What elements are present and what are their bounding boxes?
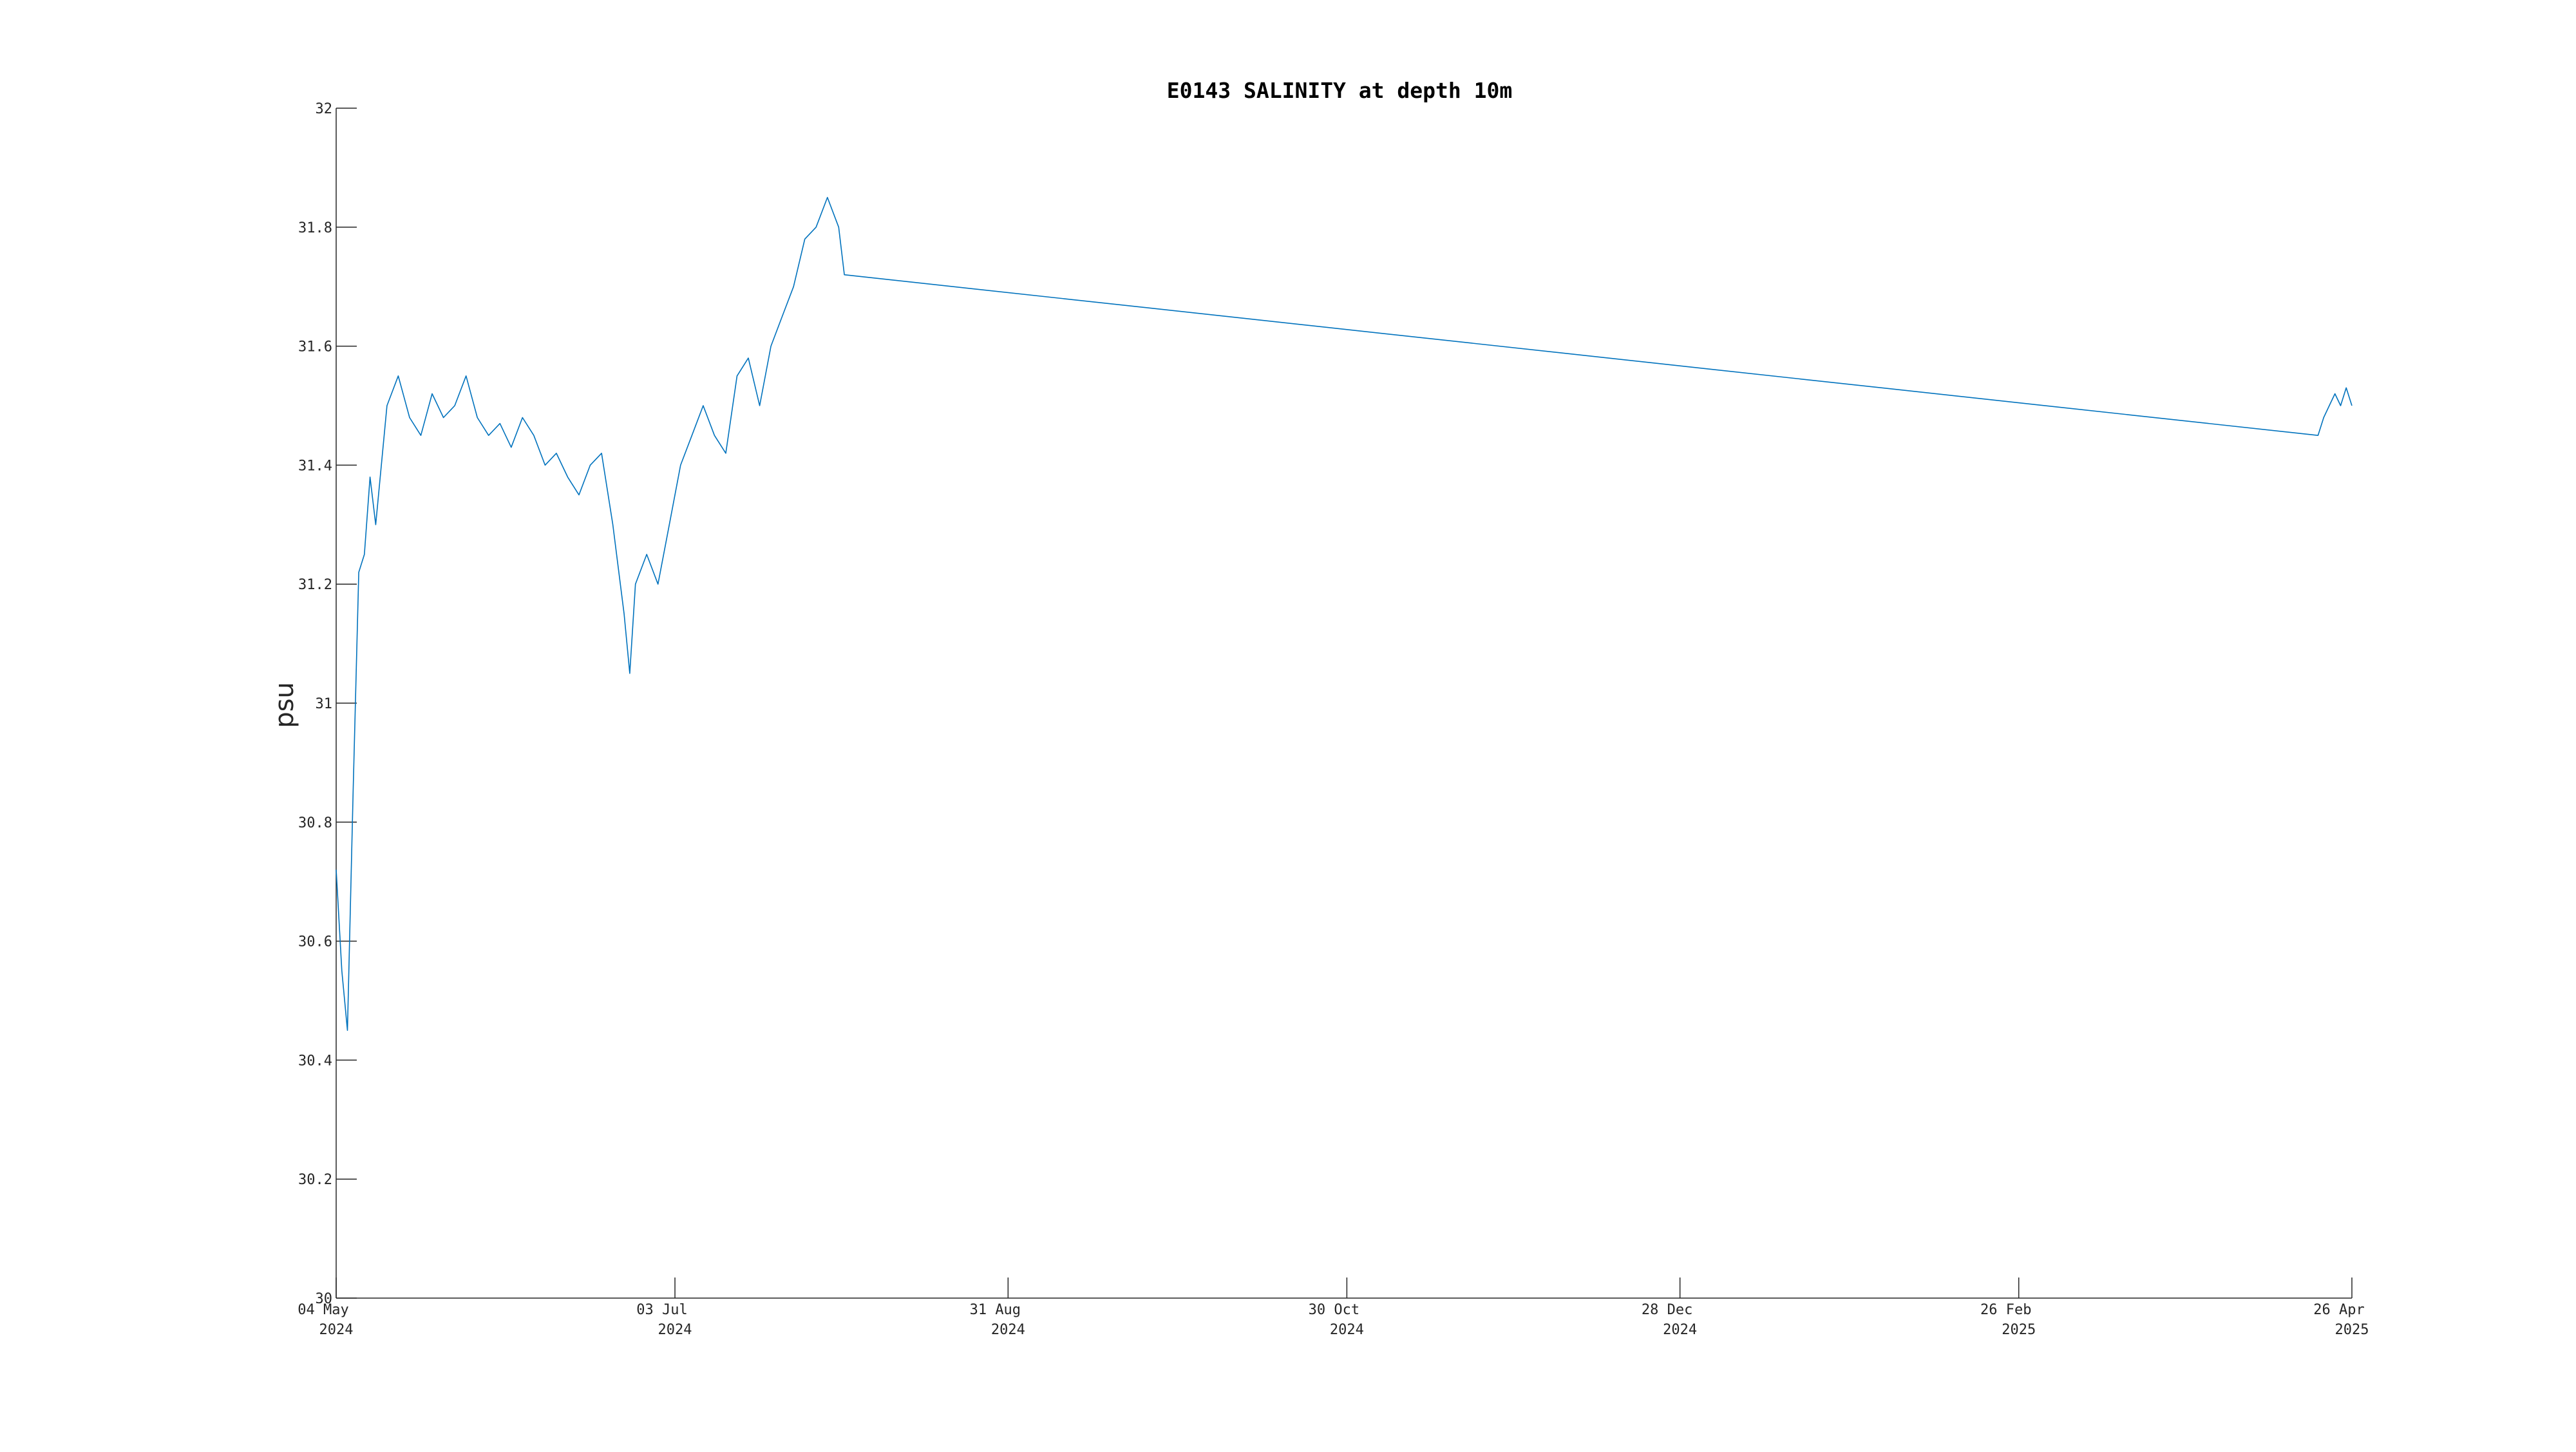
- y-tick-label: 30.6: [298, 934, 332, 950]
- x-tick-label-year: 2024: [319, 1322, 354, 1338]
- salinity-series-line: [336, 196, 2353, 1031]
- y-tick-label: 31: [316, 696, 333, 712]
- x-tick-label-day: 04 May: [298, 1302, 348, 1318]
- x-tick-label-year: 2024: [658, 1322, 692, 1338]
- y-tick-label: 31.8: [298, 220, 332, 236]
- x-tick-label-year: 2024: [991, 1322, 1025, 1338]
- y-axis: 30 30.2 30.4 30.6 30.8 31 31.2 31.4 31.6 31.8 32: [298, 101, 357, 1307]
- x-tick-label-day: 26 Apr: [2313, 1302, 2364, 1318]
- x-tick-label-year: 2024: [1663, 1322, 1697, 1338]
- y-tick-label: 32: [316, 101, 333, 117]
- x-tick-label-day: 30 Oct: [1309, 1302, 1359, 1318]
- x-tick-label-year: 2025: [2002, 1322, 2036, 1338]
- x-tick-label-year: 2025: [2335, 1322, 2369, 1338]
- y-axis-label: psu: [270, 682, 299, 728]
- series-layer: [336, 196, 2353, 1031]
- y-tick-label: 30.2: [298, 1172, 332, 1188]
- y-tick-label: 30: [316, 1291, 333, 1307]
- x-axis: 04 May 2024 03 Jul 2024 31 Aug 2024 30 Oct 2024…: [298, 1278, 2369, 1338]
- y-tick-label: 30.4: [298, 1053, 332, 1069]
- x-tick-label-day: 31 Aug: [970, 1302, 1021, 1318]
- y-tick-label: 31.4: [298, 458, 332, 474]
- x-tick-label-day: 03 Jul: [636, 1302, 687, 1318]
- y-tick-label: 30.8: [298, 815, 332, 831]
- x-tick-label-year: 2024: [1330, 1322, 1364, 1338]
- y-tick-label: 31.2: [298, 577, 332, 593]
- chart-title: E0143 SALINITY at depth 10m: [1167, 78, 1512, 103]
- y-tick-label: 31.6: [298, 339, 332, 355]
- x-tick-label-day: 28 Dec: [1642, 1302, 1692, 1318]
- x-tick-label-day: 26 Feb: [1980, 1302, 2031, 1318]
